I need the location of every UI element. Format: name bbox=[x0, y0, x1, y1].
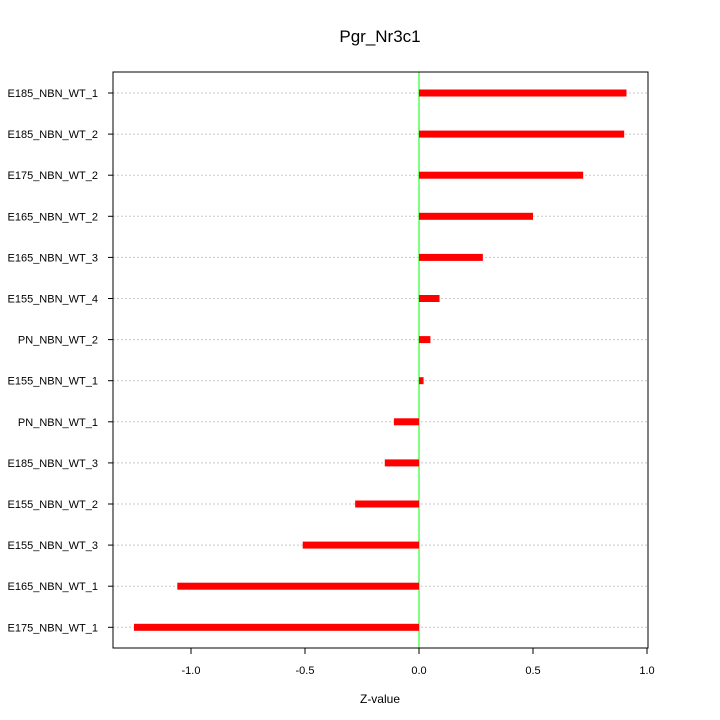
y-tick-label: E155_NBN_WT_1 bbox=[8, 376, 99, 388]
bar bbox=[384, 459, 419, 467]
y-tick-label: E165_NBN_WT_3 bbox=[8, 252, 99, 264]
bar bbox=[419, 295, 440, 302]
bar bbox=[134, 623, 419, 631]
x-tick-label: 1.0 bbox=[639, 665, 654, 677]
bar bbox=[419, 377, 424, 385]
x-tick-label: 0.0 bbox=[411, 665, 426, 677]
bar bbox=[393, 418, 419, 426]
bar bbox=[419, 89, 627, 97]
bar bbox=[355, 500, 419, 508]
x-tick-label: -0.5 bbox=[296, 665, 315, 677]
bar bbox=[419, 253, 483, 261]
x-tick-label: 0.5 bbox=[525, 665, 540, 677]
y-tick-label: E175_NBN_WT_2 bbox=[8, 170, 99, 182]
y-tick-label: E185_NBN_WT_2 bbox=[8, 129, 99, 141]
bar bbox=[419, 171, 584, 179]
bar bbox=[419, 130, 625, 138]
x-axis-label: Z-value bbox=[360, 692, 400, 706]
y-tick-label: E175_NBN_WT_1 bbox=[8, 622, 99, 634]
bar bbox=[177, 582, 419, 590]
y-axis-ticks: E185_NBN_WT_1 E185_NBN_WT_2 E175_NBN_WT_2 E… bbox=[8, 88, 113, 634]
y-tick-label: E185_NBN_WT_3 bbox=[8, 458, 99, 470]
y-tick-label: E155_NBN_WT_2 bbox=[8, 499, 99, 511]
chart-title: Pgr_Nr3c1 bbox=[339, 27, 420, 46]
y-tick-label: PN_NBN_WT_1 bbox=[18, 417, 98, 429]
y-tick-label: E155_NBN_WT_4 bbox=[8, 294, 99, 306]
x-tick-label: -1.0 bbox=[182, 665, 201, 677]
y-tick-label: PN_NBN_WT_2 bbox=[18, 335, 98, 347]
y-tick-label: E165_NBN_WT_2 bbox=[8, 211, 99, 223]
y-tick-label: E165_NBN_WT_1 bbox=[8, 581, 99, 593]
x-axis-ticks: -1.0 -0.5 0.0 0.5 1.0 bbox=[182, 647, 655, 677]
y-tick-label: E155_NBN_WT_3 bbox=[8, 540, 99, 552]
y-tick-label: E185_NBN_WT_1 bbox=[8, 88, 99, 100]
bar bbox=[302, 541, 419, 549]
bar bbox=[419, 336, 431, 344]
bars bbox=[134, 89, 627, 631]
plot-frame bbox=[112, 71, 649, 649]
bar bbox=[419, 212, 533, 220]
